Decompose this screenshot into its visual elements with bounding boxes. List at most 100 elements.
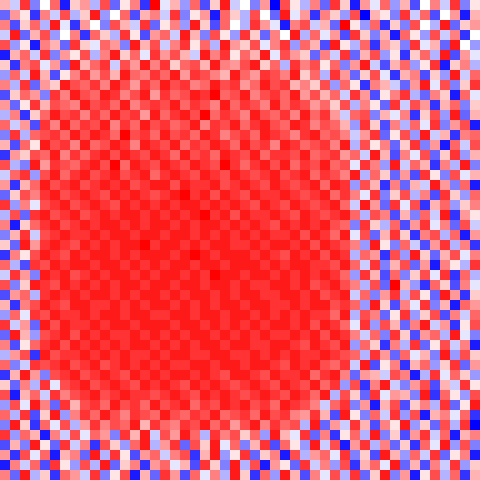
- heatmap-cell: [340, 200, 351, 211]
- heatmap-cell: [170, 360, 181, 371]
- heatmap-cell: [380, 230, 391, 241]
- heatmap-cell: [250, 130, 261, 141]
- heatmap-cell: [150, 310, 161, 321]
- heatmap-cell: [150, 190, 161, 201]
- heatmap-cell: [180, 60, 191, 71]
- heatmap-cell: [250, 330, 261, 341]
- heatmap-cell: [420, 70, 431, 81]
- heatmap-cell: [300, 110, 311, 121]
- heatmap-cell: [190, 330, 201, 341]
- heatmap-cell: [260, 70, 271, 81]
- heatmap-cell: [400, 10, 411, 21]
- heatmap-cell: [70, 460, 81, 471]
- heatmap-cell: [370, 360, 381, 371]
- heatmap-cell: [190, 150, 201, 161]
- heatmap-cell: [10, 200, 21, 211]
- heatmap-cell: [400, 390, 411, 401]
- heatmap-cell: [0, 360, 11, 371]
- heatmap-cell: [440, 50, 451, 61]
- heatmap-cell: [60, 100, 71, 111]
- heatmap-cell: [80, 10, 91, 21]
- heatmap-cell: [330, 300, 341, 311]
- heatmap-cell: [50, 270, 61, 281]
- heatmap-cell: [190, 40, 201, 51]
- heatmap-cell: [410, 310, 421, 321]
- heatmap-cell: [320, 90, 331, 101]
- heatmap-cell: [470, 290, 480, 301]
- heatmap-cell: [40, 130, 51, 141]
- heatmap-cell: [0, 120, 11, 131]
- heatmap-cell: [250, 190, 261, 201]
- heatmap-cell: [400, 220, 411, 231]
- heatmap-cell: [240, 300, 251, 311]
- heatmap-cell: [110, 340, 121, 351]
- heatmap-cell: [250, 160, 261, 171]
- heatmap-cell: [260, 170, 271, 181]
- heatmap-cell: [10, 260, 21, 271]
- heatmap-cell: [150, 460, 161, 471]
- heatmap-cell: [320, 400, 331, 411]
- heatmap-cell: [370, 300, 381, 311]
- heatmap-cell: [80, 420, 91, 431]
- heatmap-cell: [140, 340, 151, 351]
- heatmap-cell: [450, 400, 461, 411]
- heatmap-cell: [330, 100, 341, 111]
- heatmap-cell: [100, 230, 111, 241]
- heatmap-cell: [340, 320, 351, 331]
- heatmap-cell: [230, 120, 241, 131]
- heatmap-cell: [340, 120, 351, 131]
- heatmap-cell: [10, 250, 21, 261]
- heatmap-cell: [60, 320, 71, 331]
- heatmap-cell: [30, 280, 41, 291]
- heatmap-cell: [470, 150, 480, 161]
- heatmap-cell: [310, 180, 321, 191]
- heatmap-cell: [190, 340, 201, 351]
- heatmap-cell: [330, 290, 341, 301]
- heatmap-cell: [30, 240, 41, 251]
- heatmap-cell: [470, 460, 480, 471]
- heatmap-cell: [440, 380, 451, 391]
- heatmap-cell: [300, 230, 311, 241]
- heatmap-cell: [30, 40, 41, 51]
- heatmap-cell: [30, 390, 41, 401]
- heatmap-cell: [140, 100, 151, 111]
- heatmap-cell: [150, 210, 161, 221]
- heatmap-cell: [400, 290, 411, 301]
- heatmap-cell: [30, 450, 41, 461]
- heatmap-cell: [210, 210, 221, 221]
- heatmap-cell: [450, 330, 461, 341]
- heatmap-cell: [390, 70, 401, 81]
- heatmap-cell: [190, 20, 201, 31]
- heatmap-cell: [350, 120, 361, 131]
- heatmap-cell: [250, 90, 261, 101]
- heatmap-cell: [260, 160, 271, 171]
- heatmap-cell: [90, 150, 101, 161]
- heatmap-cell: [60, 130, 71, 141]
- heatmap-cell: [160, 40, 171, 51]
- heatmap-cell: [330, 190, 341, 201]
- heatmap-cell: [270, 180, 281, 191]
- heatmap-cell: [370, 70, 381, 81]
- heatmap-cell: [220, 420, 231, 431]
- heatmap-cell: [70, 420, 81, 431]
- heatmap-cell: [300, 10, 311, 21]
- heatmap-cell: [400, 230, 411, 241]
- heatmap-cell: [90, 90, 101, 101]
- heatmap-cell: [170, 90, 181, 101]
- heatmap-cell: [340, 330, 351, 341]
- heatmap-cell: [380, 190, 391, 201]
- heatmap-cell: [210, 330, 221, 341]
- heatmap-cell: [420, 340, 431, 351]
- heatmap-cell: [260, 350, 271, 361]
- heatmap-cell: [50, 120, 61, 131]
- heatmap-cell: [210, 290, 221, 301]
- heatmap-cell: [440, 390, 451, 401]
- heatmap-cell: [90, 130, 101, 141]
- heatmap-cell: [90, 250, 101, 261]
- heatmap-cell: [80, 110, 91, 121]
- heatmap-cell: [200, 440, 211, 451]
- heatmap-cell: [220, 10, 231, 21]
- heatmap-cell: [170, 230, 181, 241]
- heatmap-cell: [400, 250, 411, 261]
- heatmap-cell: [460, 450, 471, 461]
